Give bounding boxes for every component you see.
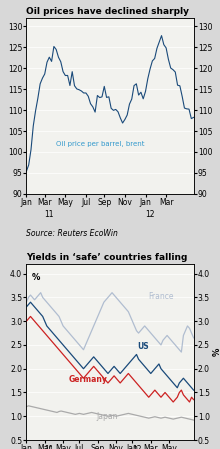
Text: 12: 12 — [132, 445, 141, 449]
Text: Oil prices have declined sharply: Oil prices have declined sharply — [26, 7, 189, 16]
Text: Japan: Japan — [97, 412, 118, 421]
Text: %: % — [31, 273, 40, 282]
Y-axis label: %: % — [213, 348, 220, 356]
Text: US: US — [137, 342, 148, 351]
Text: Source: Reuters EcoWin: Source: Reuters EcoWin — [26, 229, 118, 238]
Text: 11: 11 — [44, 445, 54, 449]
Text: Yields in ‘safe’ countries falling: Yields in ‘safe’ countries falling — [26, 253, 188, 262]
Text: 11: 11 — [45, 210, 54, 219]
Text: Oil price per barrel, brent: Oil price per barrel, brent — [56, 141, 144, 147]
Text: France: France — [148, 292, 174, 301]
Text: Germany: Germany — [68, 375, 107, 384]
Text: 12: 12 — [145, 210, 155, 219]
